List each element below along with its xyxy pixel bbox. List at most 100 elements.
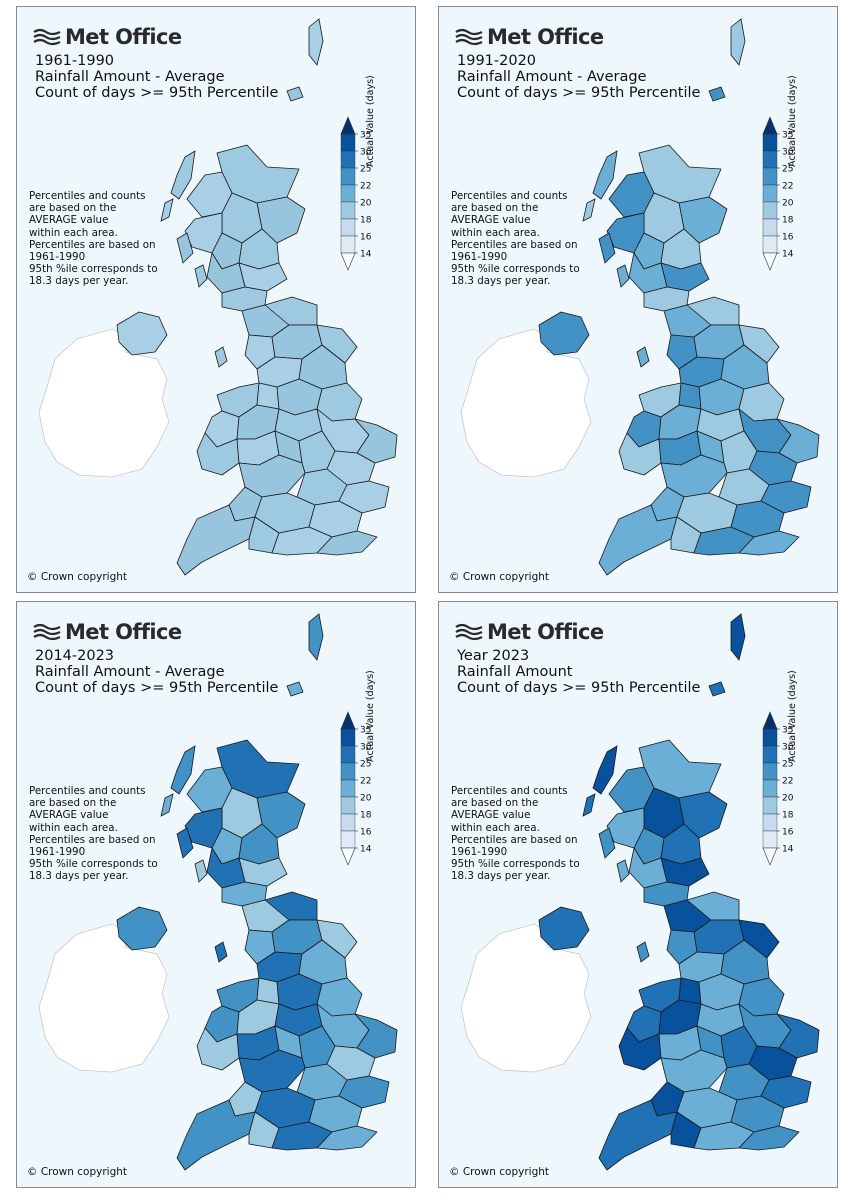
note-line: 18.3 days per year. (451, 870, 551, 883)
colorbar-max-arrow (340, 116, 356, 135)
map-region (738, 1125, 800, 1151)
map-region (196, 1027, 240, 1071)
colorbar-segment (340, 167, 356, 186)
colorbar-tick-label: 25 (782, 165, 793, 175)
note-line: 95th %ile corresponds to (451, 858, 580, 871)
colorbar-segment (762, 167, 778, 186)
map-island (160, 793, 174, 817)
colorbar-min-arrow (340, 847, 356, 866)
map-island (582, 793, 596, 817)
note-line: are based on the (29, 797, 117, 810)
note-line: AVERAGE value (451, 214, 531, 227)
note-line: 18.3 days per year. (29, 870, 129, 883)
note-line: 95th %ile corresponds to (29, 263, 158, 276)
colorbar-segment (762, 779, 778, 798)
map-island (708, 86, 726, 102)
colorbar-tick-label: 16 (360, 828, 372, 838)
map-island (592, 745, 618, 795)
note-line: AVERAGE value (451, 809, 531, 822)
map-region (670, 1111, 702, 1149)
map-region (598, 1099, 678, 1171)
title-measure: Rainfall Amount - Average (35, 69, 225, 85)
title-count: Count of days >= 95th Percentile (457, 85, 701, 101)
met-office-wave-icon (455, 28, 483, 46)
colorbar-label: Actual Value (days) (365, 670, 376, 762)
map-region (316, 919, 358, 959)
colorbar-tick-label: 22 (782, 182, 793, 192)
note-line: AVERAGE value (29, 214, 109, 227)
map-region (678, 382, 702, 410)
note-line: Percentiles are based on (29, 238, 156, 251)
colorbar-tick-label: 22 (360, 777, 371, 787)
colorbar-tick-label: 18 (782, 811, 794, 821)
note-line: Percentiles are based on (451, 238, 578, 251)
map-island (176, 827, 194, 859)
map-island (592, 150, 618, 200)
map-region (316, 530, 378, 556)
met-office-logo: Met Office (33, 620, 182, 644)
colorbar-tick-label: 16 (782, 233, 794, 243)
colorbar-tick-label: 14 (782, 845, 794, 855)
colorbar: 35 30 25 22 20 18 16 14 (762, 711, 794, 866)
map-island (308, 613, 324, 661)
title-measure: Rainfall Amount (457, 664, 573, 680)
colorbar-tick-label: 30 (360, 743, 372, 753)
map-region (256, 977, 280, 1005)
map-region (256, 382, 280, 410)
colorbar-segment (762, 218, 778, 237)
methodology-note: Percentiles and counts are based on the AV… (451, 190, 580, 288)
met-office-wave-icon (33, 28, 61, 46)
copyright-text: © Crown copyright (449, 571, 550, 583)
map-island (730, 18, 746, 66)
methodology-note: Percentiles and counts are based on the AV… (29, 190, 158, 288)
ireland-landmass (460, 328, 592, 478)
map-island (170, 150, 196, 200)
colorbar-segment (762, 133, 778, 152)
map-region (354, 1013, 398, 1059)
panel-title: Year 2023 Rainfall Amount Count of days … (457, 648, 700, 696)
colorbar-segment (340, 201, 356, 220)
map-island (730, 613, 746, 661)
colorbar-max-arrow (762, 711, 778, 730)
methodology-note: Percentiles and counts are based on the AV… (451, 785, 580, 883)
colorbar: 35 30 25 22 20 18 16 14 (340, 116, 372, 271)
colorbar-tick-label: 18 (782, 216, 794, 226)
map-island (582, 198, 596, 222)
title-measure: Rainfall Amount - Average (457, 69, 647, 85)
map-region (686, 891, 740, 921)
map-region (248, 1111, 280, 1149)
map-island (308, 18, 324, 66)
map-island (194, 264, 208, 288)
note-line: Percentiles and counts (29, 190, 146, 202)
map-region (316, 1125, 378, 1151)
map-island (598, 827, 616, 859)
logo-text: Met Office (487, 620, 604, 644)
colorbar: 35 30 25 22 20 18 16 14 (762, 116, 794, 271)
note-line: 1961-1990 (451, 846, 508, 859)
colorbar-segment (340, 133, 356, 152)
colorbar-tick-label: 14 (360, 845, 372, 855)
colorbar-tick-label: 35 (782, 131, 793, 141)
colorbar-tick-label: 20 (360, 199, 372, 209)
colorbar-segment (762, 745, 778, 764)
map-region (264, 296, 318, 326)
uk-map (38, 613, 398, 1171)
map-region (316, 324, 358, 364)
methodology-note: Percentiles and counts are based on the AV… (29, 785, 158, 883)
map-panel-2023: Met Office Year 2023 Rainfall Amount Cou… (438, 601, 838, 1188)
colorbar-segment (340, 830, 356, 849)
note-line: Percentiles are based on (29, 833, 156, 846)
map-region (116, 906, 168, 951)
map-island (176, 232, 194, 264)
colorbar-segment (340, 184, 356, 203)
colorbar-min-arrow (762, 847, 778, 866)
copyright-text: © Crown copyright (27, 571, 128, 583)
colorbar-tick-label: 20 (782, 199, 794, 209)
colorbar-tick-label: 18 (360, 811, 372, 821)
note-line: Percentiles and counts (451, 785, 568, 797)
note-line: are based on the (451, 202, 539, 215)
colorbar-max-arrow (340, 711, 356, 730)
colorbar-tick-label: 14 (360, 250, 372, 260)
ireland-landmass (460, 923, 592, 1073)
colorbar-tick-label: 30 (782, 743, 794, 753)
